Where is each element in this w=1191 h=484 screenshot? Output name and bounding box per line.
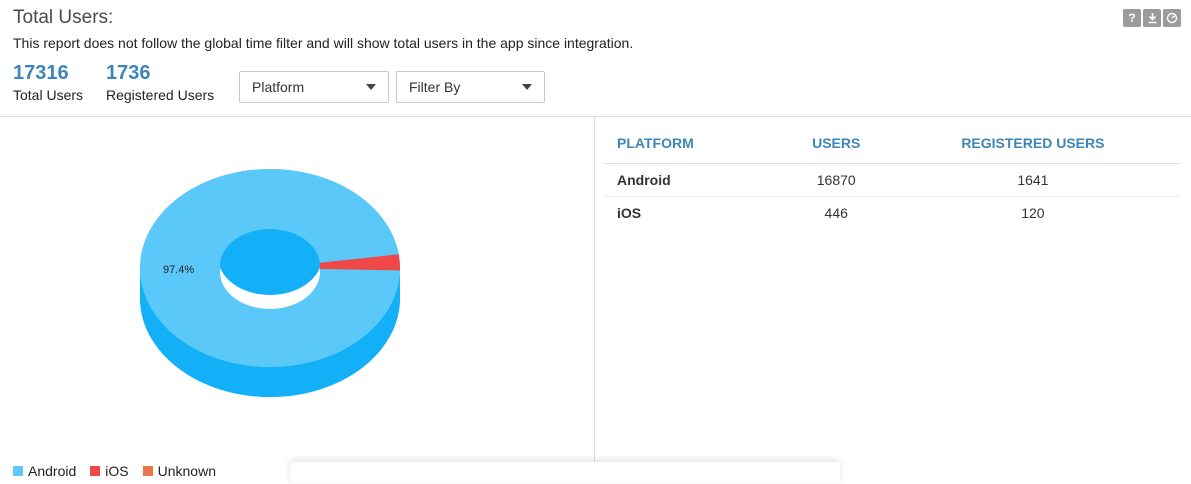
chevron-down-icon: [522, 84, 532, 90]
registered-users-cell: 120: [1021, 205, 1045, 221]
pie-hole-inner-wall: [220, 229, 320, 295]
header-description: This report does not follow the global t…: [13, 35, 634, 51]
users-cell: 446: [824, 205, 848, 221]
legend-label: Unknown: [157, 463, 216, 479]
chart-legend: Android iOS Unknown: [13, 463, 216, 479]
column-header-platform[interactable]: PLATFORM: [605, 123, 786, 164]
column-header-users[interactable]: USERS: [785, 123, 887, 164]
registered-users-label: Registered Users: [106, 87, 215, 103]
download-icon[interactable]: [1143, 9, 1161, 27]
table-row: iOS 446 120: [605, 197, 1179, 230]
pie-data-label: 97.4%: [163, 264, 194, 276]
overlay-panel-edge: [290, 462, 840, 482]
total-users-label: Total Users: [13, 87, 84, 103]
stat-total-users: 17316 Total Users: [13, 62, 83, 103]
total-users-value: 17316: [13, 62, 69, 84]
legend-swatch: [13, 466, 23, 476]
dashboard-icon[interactable]: [1163, 9, 1181, 27]
table-header-row: PLATFORM USERS REGISTERED USERS: [605, 123, 1179, 164]
filter-by-dropdown-value: Filter By: [409, 79, 461, 95]
divider: [0, 116, 1191, 117]
platform-dropdown-value: Platform: [252, 79, 305, 95]
platform-users-table: PLATFORM USERS REGISTERED USERS Android …: [605, 123, 1179, 229]
toolbar: ?: [1123, 9, 1181, 27]
table-row: Android 16870 1641: [605, 163, 1179, 197]
legend-swatch: [90, 466, 101, 476]
registered-users-cell: 1641: [886, 163, 1179, 197]
legend-item-android[interactable]: Android: [13, 463, 76, 479]
platform-dropdown[interactable]: Platform: [239, 71, 389, 103]
divider: [594, 117, 595, 479]
stat-registered-users: 1736 Registered Users: [106, 62, 214, 103]
legend-item-unknown[interactable]: Unknown: [142, 463, 216, 479]
legend-swatch: [142, 466, 153, 476]
platform-cell: iOS: [617, 205, 642, 221]
legend-label: Android: [28, 463, 77, 479]
legend-label: iOS: [105, 463, 129, 479]
pie-chart: 97.4%: [0, 117, 594, 479]
platform-cell: Android: [605, 163, 786, 197]
registered-users-value: 1736: [106, 62, 151, 84]
pie-chart-svg: 97.4%: [140, 168, 401, 397]
header-title: Total Users:: [13, 7, 114, 28]
chevron-down-icon: [366, 84, 376, 90]
filter-by-dropdown[interactable]: Filter By: [396, 71, 545, 103]
legend-item-ios[interactable]: iOS: [90, 463, 129, 479]
help-icon[interactable]: ?: [1123, 9, 1141, 27]
column-header-registered-users[interactable]: REGISTERED USERS: [886, 123, 1179, 164]
users-cell: 16870: [785, 163, 887, 197]
